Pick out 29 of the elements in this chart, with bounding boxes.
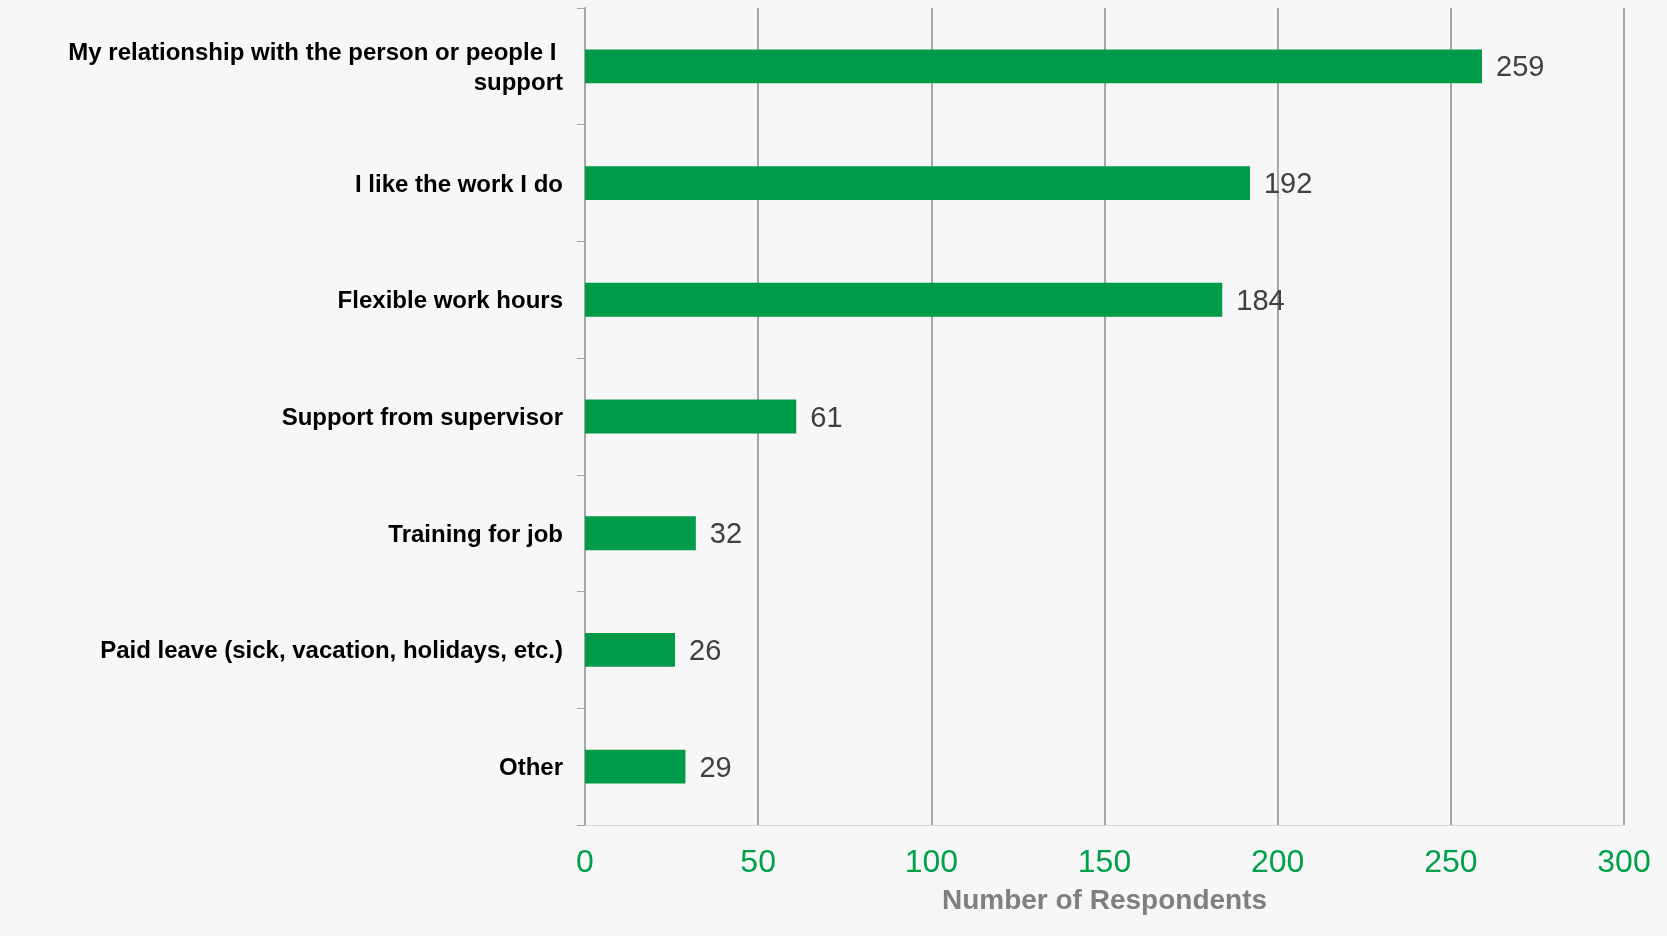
data-label: 192	[1263, 167, 1313, 200]
bar	[585, 399, 797, 434]
bar	[585, 166, 1250, 200]
data-label: 29	[699, 750, 732, 783]
y-tick-label: My relationship with the person or people I support	[68, 37, 563, 95]
y-tick-label: Other	[498, 753, 563, 781]
y-tick-label: Flexible work hours	[337, 286, 563, 314]
data-label: 26	[689, 633, 722, 666]
bar	[585, 633, 676, 667]
data-label: 32	[709, 517, 743, 550]
x-tick-label: 300	[1597, 843, 1651, 879]
x-tick-label: 0	[576, 843, 594, 879]
data-label: 61	[810, 400, 843, 433]
bar	[585, 749, 686, 784]
x-tick-label: 150	[1077, 843, 1132, 879]
data-label: 259	[1496, 50, 1545, 83]
bar	[585, 516, 696, 551]
y-tick-label: Paid leave (sick, vacation, holidays, etc.)	[100, 636, 563, 664]
x-tick-label: 250	[1424, 843, 1478, 879]
y-tick-label: Training for job	[388, 519, 563, 547]
y-tick-label: I like the work I do	[354, 169, 563, 197]
x-tick-label: 200	[1250, 843, 1305, 879]
bar	[585, 282, 1223, 317]
data-label: 184	[1236, 283, 1285, 316]
bar	[585, 49, 1482, 84]
y-tick-label: Support from supervisor	[281, 403, 563, 430]
x-tick-label: 50	[740, 843, 776, 879]
x-axis-title: Number of Respondents	[941, 883, 1268, 915]
x-tick-label: 100	[904, 843, 959, 879]
